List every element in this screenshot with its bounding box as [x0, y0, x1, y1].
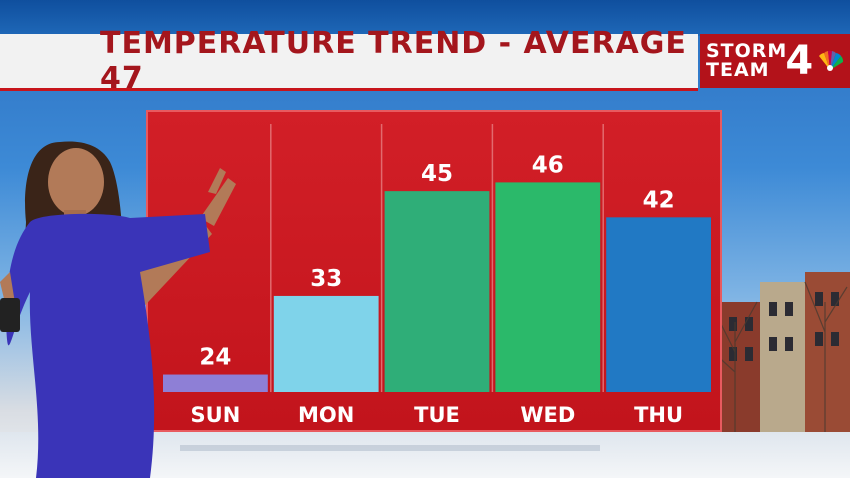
ground-shadow	[180, 445, 600, 451]
x-tick-label-mon: MON	[298, 403, 354, 427]
value-label-mon: 33	[310, 266, 342, 292]
bar-tue	[384, 191, 490, 392]
logo-line2: TEAM	[706, 59, 770, 81]
x-tick-label-sun: SUN	[191, 403, 241, 427]
chart-panel: 24 SUN 33 MON 45 TUE 46 WED 42 THU	[146, 110, 722, 432]
storm-team-4-logo: STORM TEAM 4	[700, 34, 850, 88]
logo-line1: STORM	[706, 40, 788, 62]
x-tick-label-wed: WED	[520, 403, 575, 427]
logo-wordmark: STORM TEAM	[706, 42, 787, 80]
value-label-sun: 24	[199, 345, 231, 371]
peacock-icon	[819, 50, 844, 71]
logo-number: 4	[785, 38, 814, 84]
sky-background	[0, 0, 850, 36]
x-tick-label-thu: THU	[634, 403, 683, 427]
background-buildings	[705, 272, 850, 432]
value-label-tue: 45	[421, 161, 453, 187]
x-tick-label-tue: TUE	[414, 403, 460, 427]
value-label-thu: 42	[643, 187, 675, 213]
bar-thu	[606, 217, 711, 392]
title-banner: TEMPERATURE TREND - AVERAGE 47	[0, 26, 698, 96]
page-title: TEMPERATURE TREND - AVERAGE 47	[100, 26, 687, 96]
bar-wed	[495, 182, 601, 392]
bar-sun	[163, 374, 268, 392]
bar-mon	[273, 295, 379, 392]
presenter-figure	[0, 141, 236, 478]
value-label-wed: 46	[532, 152, 564, 178]
temperature-bar-chart: 24 SUN 33 MON 45 TUE 46 WED 42 THU	[163, 124, 711, 427]
